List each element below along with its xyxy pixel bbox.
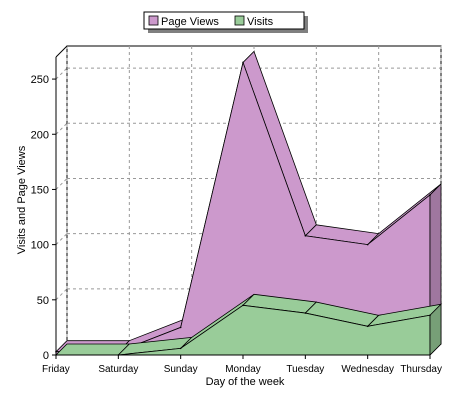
x-tick-label: Friday (42, 364, 70, 375)
legend-label: Visits (247, 16, 274, 28)
x-axis-label: Day of the week (206, 376, 285, 388)
data-point (179, 347, 182, 350)
x-tick-label: Sunday (164, 364, 198, 375)
data-point (179, 326, 182, 329)
y-tick-label: 250 (31, 74, 49, 86)
gridline-connector (55, 233, 68, 245)
legend-swatch (234, 15, 245, 26)
x-tick-label: Wednesday (341, 364, 394, 375)
data-point (304, 235, 307, 237)
x-tick-label: Saturday (98, 364, 138, 375)
area-top-visits (55, 343, 131, 356)
axes: 0 50 100 150 200 250 Friday Saturday Sunday Monda… (31, 45, 442, 375)
y-tick-label: 100 (31, 240, 49, 252)
y-axis-label: Visits and Page Views (16, 145, 28, 254)
data-point (242, 61, 244, 64)
y-tick-label: 0 (43, 350, 49, 362)
x-tick-label: Tuesday (286, 364, 324, 375)
data-point (366, 325, 369, 328)
gridline-connector (55, 122, 68, 135)
legend-box (143, 11, 305, 30)
area-side-visits (429, 303, 442, 356)
axis-depth-edge (55, 45, 68, 58)
y-tick-label: 200 (31, 129, 49, 141)
legend-swatch (148, 15, 159, 26)
gridline-connector (55, 67, 68, 80)
legend: Page Views Visits (143, 11, 308, 33)
data-point (429, 194, 431, 196)
legend-label: Page Views (161, 16, 219, 28)
gridline-connector (55, 178, 68, 190)
gridline-connector (55, 288, 68, 301)
y-tick-label: 150 (31, 184, 49, 196)
plot-areas (55, 50, 443, 356)
data-point (366, 243, 369, 246)
data-point (304, 312, 307, 314)
x-tick-label: Monday (225, 364, 261, 375)
y-tick-label: 50 (37, 295, 49, 307)
data-point (429, 314, 431, 317)
data-point (242, 304, 244, 307)
x-tick-label: Thursday (400, 364, 442, 375)
